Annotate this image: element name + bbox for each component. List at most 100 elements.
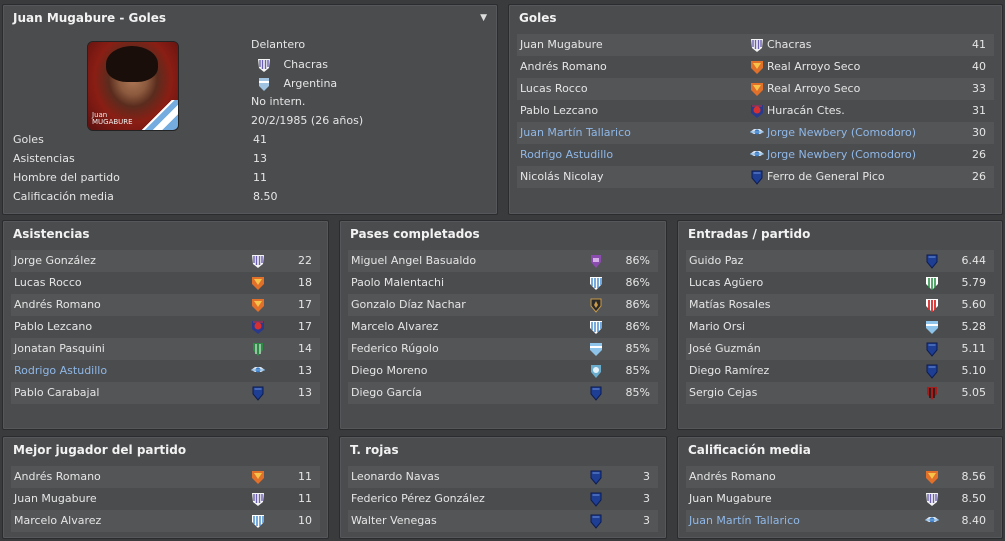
ferro-badge-icon[interactable] — [588, 385, 604, 401]
table-row[interactable]: Pablo Lezcano Huracán Ctes. 31 — [517, 100, 994, 122]
arroyo-badge-icon[interactable] — [749, 59, 765, 75]
table-row[interactable]: Lucas Agüero 5.79 — [686, 272, 994, 294]
club-badge[interactable] — [749, 81, 765, 97]
table-row[interactable]: Juan Martín Tallarico Jorge Newbery (Como… — [517, 122, 994, 144]
club-badge[interactable] — [924, 275, 940, 291]
player-name[interactable]: Juan Mugabure — [520, 38, 603, 51]
club-badge[interactable] — [924, 363, 940, 379]
club-badge[interactable] — [924, 253, 940, 269]
club-badge[interactable] — [588, 319, 604, 335]
player-name[interactable]: Juan Martín Tallarico — [520, 126, 631, 139]
ferro-badge-icon[interactable] — [924, 363, 940, 379]
arroyo-badge-icon[interactable] — [250, 469, 266, 485]
player-name[interactable]: Diego García — [351, 386, 422, 399]
table-row[interactable]: Juan Mugabure 11 — [11, 488, 320, 510]
greenstripe-badge-icon[interactable] — [924, 275, 940, 291]
club-badge[interactable] — [749, 147, 765, 163]
player-panel-header[interactable]: Juan Mugabure - Goles ▼ — [3, 5, 497, 31]
ferro-badge-icon[interactable] — [588, 491, 604, 507]
newbery-badge-icon[interactable] — [749, 147, 765, 163]
table-row[interactable]: Diego García 85% — [348, 382, 658, 404]
table-row[interactable]: Andrés Romano 11 — [11, 466, 320, 488]
dropdown-arrow-icon[interactable]: ▼ — [480, 13, 487, 23]
player-name[interactable]: Jonatan Pasquini — [14, 342, 105, 355]
player-name[interactable]: Lucas Rocco — [520, 82, 588, 95]
player-name[interactable]: Pablo Lezcano — [14, 320, 93, 333]
club-badge[interactable] — [250, 275, 266, 291]
player-name[interactable]: Andrés Romano — [14, 470, 101, 483]
player-nationality[interactable]: Argentina — [283, 77, 338, 90]
table-row[interactable]: Marcelo Alvarez 86% — [348, 316, 658, 338]
table-row[interactable]: Pablo Lezcano 17 — [11, 316, 320, 338]
player-name[interactable]: Jorge González — [14, 254, 96, 267]
table-row[interactable]: Lucas Rocco Real Arroyo Seco 33 — [517, 78, 994, 100]
club-badge[interactable] — [588, 341, 604, 357]
table-row[interactable]: Jonatan Pasquini 14 — [11, 338, 320, 360]
club-name[interactable]: Chacras — [767, 38, 812, 51]
player-name[interactable]: Pablo Carabajal — [14, 386, 100, 399]
player-name[interactable]: Sergio Cejas — [689, 386, 758, 399]
player-name[interactable]: Lucas Rocco — [14, 276, 82, 289]
player-name[interactable]: Diego Moreno — [351, 364, 428, 377]
huracan-badge-icon[interactable] — [749, 103, 765, 119]
table-row[interactable]: Sergio Cejas 5.05 — [686, 382, 994, 404]
club-badge[interactable] — [749, 125, 765, 141]
club-badge[interactable] — [924, 469, 940, 485]
club-badge[interactable] — [749, 37, 765, 53]
redblack-badge-icon[interactable] — [924, 385, 940, 401]
player-name[interactable]: Mario Orsi — [689, 320, 746, 333]
club-badge[interactable] — [749, 169, 765, 185]
club-name[interactable]: Real Arroyo Seco — [767, 82, 861, 95]
table-row[interactable]: Jorge González 22 — [11, 250, 320, 272]
club-badge[interactable] — [924, 341, 940, 357]
table-row[interactable]: Juan Mugabure 8.50 — [686, 488, 994, 510]
newbery-badge-icon[interactable] — [749, 125, 765, 141]
player-name[interactable]: Juan Martín Tallarico — [689, 514, 800, 527]
purple-badge-icon[interactable] — [588, 253, 604, 269]
club-name[interactable]: Jorge Newbery (Comodoro) — [767, 126, 916, 139]
club-badge[interactable] — [749, 59, 765, 75]
club-badge[interactable] — [250, 319, 266, 335]
table-row[interactable]: Guido Paz 6.44 — [686, 250, 994, 272]
table-row[interactable]: Andrés Romano Real Arroyo Seco 40 — [517, 56, 994, 78]
table-row[interactable]: Marcelo Alvarez 10 — [11, 510, 320, 532]
table-row[interactable]: Paolo Malentachi 86% — [348, 272, 658, 294]
club-badge[interactable] — [588, 491, 604, 507]
table-row[interactable]: Pablo Carabajal 13 — [11, 382, 320, 404]
player-name[interactable]: Matías Rosales — [689, 298, 771, 311]
table-row[interactable]: Rodrigo Astudillo Jorge Newbery (Comodoro… — [517, 144, 994, 166]
club-badge[interactable] — [250, 491, 266, 507]
club-badge[interactable] — [588, 363, 604, 379]
table-row[interactable]: Andrés Romano 8.56 — [686, 466, 994, 488]
player-name[interactable]: Juan Mugabure — [689, 492, 772, 505]
chacras-badge-icon[interactable] — [250, 491, 266, 507]
club-badge[interactable] — [924, 297, 940, 313]
club-badge[interactable] — [924, 513, 940, 529]
club-badge[interactable] — [250, 341, 266, 357]
player-name[interactable]: Walter Venegas — [351, 514, 437, 527]
player-name[interactable]: Leonardo Navas — [351, 470, 440, 483]
player-name[interactable]: Gonzalo Díaz Nachar — [351, 298, 466, 311]
table-row[interactable]: Gonzalo Díaz Nachar 86% — [348, 294, 658, 316]
club-badge[interactable] — [924, 385, 940, 401]
club-badge[interactable] — [250, 253, 266, 269]
club-badge[interactable] — [588, 385, 604, 401]
club-badge[interactable] — [588, 253, 604, 269]
club-badge[interactable] — [924, 491, 940, 507]
player-name[interactable]: Juan Mugabure — [14, 492, 97, 505]
ferro-badge-icon[interactable] — [588, 513, 604, 529]
arroyo-badge-icon[interactable] — [924, 469, 940, 485]
stripes-badge-icon[interactable] — [588, 319, 604, 335]
player-name[interactable]: Miguel Angel Basualdo — [351, 254, 477, 267]
sky-badge-icon[interactable] — [588, 341, 604, 357]
chacras-badge-icon[interactable] — [924, 491, 940, 507]
teal-badge-icon[interactable] — [588, 363, 604, 379]
player-club-row[interactable]: Chacras — [256, 57, 328, 73]
table-row[interactable]: Walter Venegas 3 — [348, 510, 658, 532]
table-row[interactable]: Mario Orsi 5.28 — [686, 316, 994, 338]
stripes-badge-icon[interactable] — [588, 275, 604, 291]
huracan-badge-icon[interactable] — [250, 319, 266, 335]
player-name[interactable]: Marcelo Alvarez — [351, 320, 439, 333]
club-badge[interactable] — [588, 513, 604, 529]
stripes-badge-icon[interactable] — [250, 513, 266, 529]
